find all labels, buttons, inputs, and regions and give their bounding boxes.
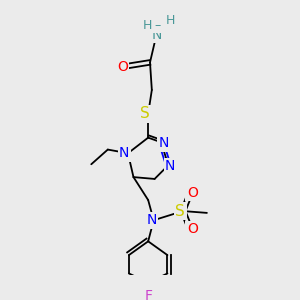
Text: N: N (151, 28, 162, 42)
Text: N: N (119, 146, 130, 160)
Text: H: H (142, 19, 152, 32)
Text: O: O (117, 60, 128, 74)
Text: H: H (166, 14, 175, 27)
Text: N: N (165, 159, 175, 173)
Text: N: N (147, 213, 157, 227)
Text: F: F (144, 290, 152, 300)
Text: S: S (140, 106, 149, 121)
Text: –: – (154, 19, 161, 32)
Text: O: O (187, 222, 198, 236)
Text: O: O (187, 186, 198, 200)
Text: N: N (159, 136, 169, 150)
Text: S: S (176, 204, 185, 219)
